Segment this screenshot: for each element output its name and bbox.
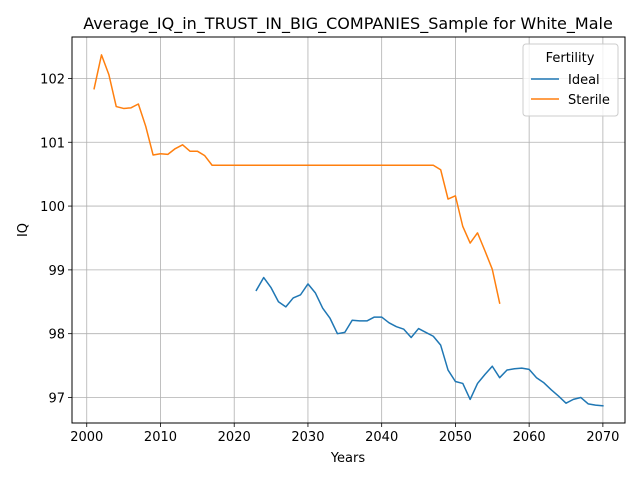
y-tick-label: 97 xyxy=(48,391,65,406)
y-tick-label: 100 xyxy=(40,200,65,215)
y-axis-label: IQ xyxy=(16,223,31,237)
x-tick-label: 2010 xyxy=(144,430,177,445)
series-line-sterile xyxy=(93,54,501,304)
x-tick-label: 2060 xyxy=(513,430,546,445)
series-line-ideal xyxy=(255,276,604,407)
legend-label-sterile: Sterile xyxy=(568,93,610,108)
legend: Fertility Ideal Sterile xyxy=(522,43,619,117)
chart-title: Average_IQ_in_TRUST_IN_BIG_COMPANIES_Sam… xyxy=(83,14,613,34)
y-tick-label: 99 xyxy=(48,264,65,279)
x-tick-label: 2070 xyxy=(586,430,619,445)
x-tick-label: 2040 xyxy=(365,430,398,445)
legend-box xyxy=(522,43,619,117)
x-axis-label: Years xyxy=(330,451,366,466)
plot-frame xyxy=(71,36,626,424)
x-tick-label: 2000 xyxy=(70,430,103,445)
legend-title: Fertility xyxy=(546,51,595,66)
x-tick-label: 2030 xyxy=(291,430,324,445)
x-tick-label: 2050 xyxy=(439,430,472,445)
axis-ticks: 2000 2010 2020 2030 2040 2050 2060 2070 97 98 99 10… xyxy=(40,72,619,445)
y-tick-label: 98 xyxy=(48,328,65,343)
legend-label-ideal: Ideal xyxy=(568,73,600,88)
y-tick-label: 102 xyxy=(40,72,65,87)
y-tick-label: 101 xyxy=(40,136,65,151)
plot-series xyxy=(93,54,604,407)
x-tick-label: 2020 xyxy=(218,430,251,445)
